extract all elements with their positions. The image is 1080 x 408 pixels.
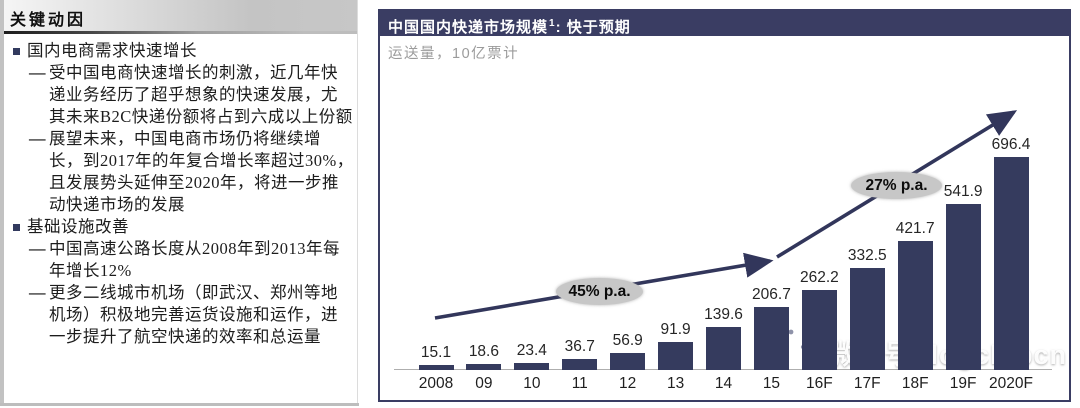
dash-bullet-icon (29, 282, 49, 304)
bar-12 (610, 353, 646, 370)
bar-value-label: 541.9 (943, 183, 983, 200)
list-item-text: 中国高速公路长度从2008年到2013年每年增长12% (49, 239, 340, 280)
list-item-text: 基础设施改善 (27, 217, 129, 236)
bar-19F (945, 204, 981, 370)
bar-13 (658, 342, 694, 370)
bar-value-label: 206.7 (752, 286, 791, 303)
bar-value-label: 36.7 (564, 338, 595, 355)
x-tick-label: 2020F (989, 375, 1033, 392)
footnote-marker: 1 (549, 18, 556, 29)
bar-value-label: 15.1 (420, 344, 452, 361)
list-item: 基础设施改善 (9, 216, 354, 238)
bar-value-label: 262.2 (799, 269, 839, 286)
key-drivers-panel: 关键动因 国内电商需求快速增长 受中国电商快速增长的刺激，近几年快递业务经历了超… (4, 0, 358, 403)
dash-bullet-icon (29, 62, 49, 84)
bar-10 (514, 363, 550, 370)
chart-subtitle: 运送量，10亿票计 (388, 46, 520, 62)
list-item: 受中国电商快速增长的刺激，近几年快递业务经历了超乎想象的快速发展，尤其未来B2C… (29, 62, 354, 128)
list-item: 展望未来，中国电商市场仍将继续增长，到2017年的年复合增长率超过30%，且发展… (29, 128, 354, 216)
bar-value-label: 696.4 (991, 136, 1031, 153)
list-item: 中国高速公路长度从2008年到2013年每年增长12% (29, 238, 354, 282)
bar-value-label: 139.6 (704, 306, 743, 323)
bar-value-label: 56.9 (612, 332, 643, 349)
x-tick-label: 12 (619, 375, 637, 392)
bar-09 (466, 364, 502, 370)
x-tick-label: 18F (901, 375, 929, 392)
page-left-edge (0, 0, 4, 406)
heading-underline (4, 31, 357, 34)
bullet-square-icon (9, 216, 27, 231)
x-tick-label: 09 (475, 375, 493, 392)
dash-bullet-icon (29, 128, 49, 150)
bar-11 (562, 359, 598, 370)
list-item-text: 国内电商需求快速增长 (27, 41, 197, 60)
bar-17F (849, 268, 885, 370)
express-market-chart-panel: 中国国内快递市场规模1: 快于预期 运送量，10亿票计 45% p.a. 27%… (378, 9, 1071, 402)
x-tick-label: 10 (523, 375, 541, 392)
x-tick-label: 2008 (418, 375, 454, 392)
chart-title-suffix: : 快于预期 (555, 19, 631, 36)
bar-2020F (993, 157, 1029, 370)
bar-chart-plot-area: 45% p.a. 27% p.a. 微信号: logclubcn 15.1200… (380, 11, 1069, 400)
x-tick-label: 19F (949, 375, 977, 392)
x-tick-label: 16F (806, 375, 833, 392)
x-tick-label: 11 (571, 375, 588, 392)
bar-2008 (418, 365, 454, 370)
x-tick-label: 17F (853, 375, 881, 392)
bar-value-label: 332.5 (847, 247, 887, 264)
list-item-text: 更多二线城市机场（即武汉、郑州等地机场）积极地完善运货设施和运作，进一步提升了航… (49, 283, 338, 346)
bar-value-label: 18.6 (468, 343, 499, 360)
list-item: 国内电商需求快速增长 (9, 40, 354, 62)
x-tick-label: 13 (666, 375, 685, 392)
bar-value-label: 421.7 (895, 220, 935, 237)
left-panel-bottom-border (0, 403, 359, 406)
cagr-badge-27: 27% p.a. (851, 172, 942, 199)
bullet-square-icon (9, 40, 27, 55)
x-tick-label: 15 (762, 375, 781, 392)
key-drivers-list: 国内电商需求快速增长 受中国电商快速增长的刺激，近几年快递业务经历了超乎想象的快… (9, 40, 354, 348)
bar-value-label: 91.9 (660, 321, 691, 338)
dash-bullet-icon (29, 238, 49, 260)
bar-15 (753, 307, 789, 370)
key-drivers-heading: 关键动因 (10, 12, 87, 29)
list-item: 更多二线城市机场（即武汉、郑州等地机场）积极地完善运货设施和运作，进一步提升了航… (29, 282, 354, 348)
bar-value-label: 23.4 (516, 342, 547, 359)
list-item-text: 受中国电商快速增长的刺激，近几年快递业务经历了超乎想象的快速发展，尤其未来B2C… (49, 63, 353, 126)
cagr-badge-45: 45% p.a. (556, 278, 643, 305)
list-item-text: 展望未来，中国电商市场仍将继续增长，到2017年的年复合增长率超过30%，且发展… (49, 129, 354, 214)
x-tick-label: 14 (714, 375, 733, 392)
bar-16F (801, 290, 837, 370)
bar-18F (897, 241, 933, 370)
bar-14 (706, 327, 742, 370)
chart-title-bar: 中国国内快递市场规模1: 快于预期 (380, 11, 1069, 36)
key-drivers-header-band: 关键动因 (4, 0, 357, 31)
chart-title: 中国国内快递市场规模 (388, 19, 549, 36)
